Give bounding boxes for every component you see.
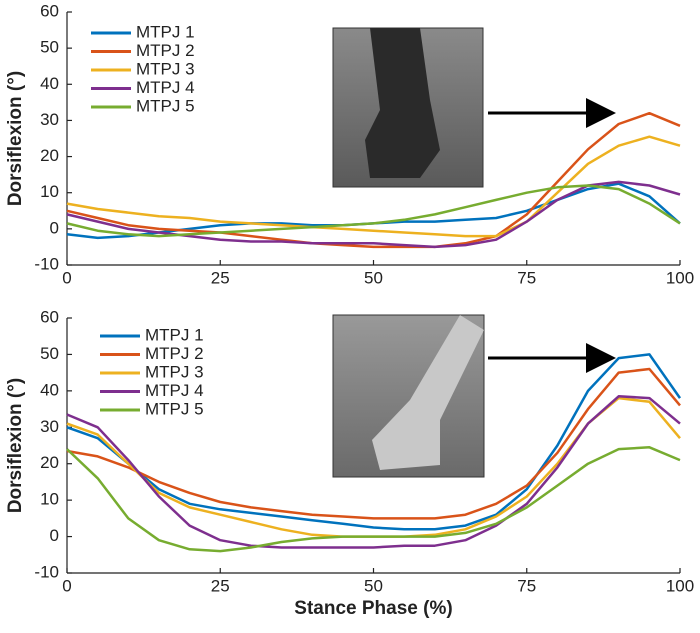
data-line: [66, 367, 681, 520]
y-tick-label: 0: [50, 218, 59, 237]
y-tick-label: 50: [40, 38, 59, 57]
y-tick-label: 20: [40, 146, 59, 165]
y-tick-label: 50: [40, 344, 59, 363]
x-axis-label: Stance Phase (%): [294, 598, 452, 619]
x-tick-label: 50: [364, 268, 383, 287]
legend-label: MTPJ 3: [145, 362, 204, 381]
data-line: [66, 180, 681, 249]
data-line: [66, 135, 681, 238]
y-tick-label: 30: [40, 417, 59, 436]
legend-label: MTPJ 1: [145, 325, 204, 344]
y-tick-label: 60: [40, 1, 59, 20]
x-tick-label: 100: [666, 268, 694, 287]
x-tick-label: 100: [666, 576, 694, 595]
y-tick-label: 60: [40, 307, 59, 326]
legend-label: MTPJ 2: [136, 41, 195, 60]
legend-label: MTPJ 4: [145, 381, 204, 400]
photo-top: [332, 27, 616, 188]
photo-bottom: [332, 314, 616, 478]
x-tick-label: 25: [211, 576, 230, 595]
x-tick-label: 0: [62, 576, 71, 595]
data-line: [66, 395, 681, 549]
y-tick-label: 10: [40, 182, 59, 201]
legend-label: MTPJ 1: [136, 22, 195, 41]
x-tick-label: 25: [211, 268, 230, 287]
data-line: [66, 111, 681, 249]
data-line: [66, 353, 682, 531]
y-tick-label: 30: [40, 110, 59, 129]
y-tick-label: -10: [34, 254, 59, 273]
legend-label: MTPJ 5: [145, 399, 204, 418]
y-axis-label: Dorsiflexion (°): [5, 378, 26, 513]
y-axis-label: Dorsiflexion (°): [5, 71, 26, 206]
x-tick-label: 75: [517, 576, 536, 595]
legend-label: MTPJ 4: [136, 78, 195, 97]
legend-label: MTPJ 5: [136, 96, 195, 115]
data-line: [66, 446, 681, 553]
x-tick-label: 0: [62, 268, 71, 287]
y-tick-label: 20: [40, 453, 59, 472]
legend-label: MTPJ 3: [136, 59, 195, 78]
x-tick-label: 50: [364, 576, 383, 595]
y-tick-label: 10: [40, 490, 59, 509]
y-tick-label: 40: [40, 74, 59, 93]
x-tick-label: 75: [517, 268, 536, 287]
y-tick-label: -10: [34, 562, 59, 581]
data-line: [66, 184, 681, 238]
legend-label: MTPJ 2: [145, 344, 204, 363]
y-tick-label: 0: [50, 526, 59, 545]
y-tick-label: 40: [40, 380, 59, 399]
